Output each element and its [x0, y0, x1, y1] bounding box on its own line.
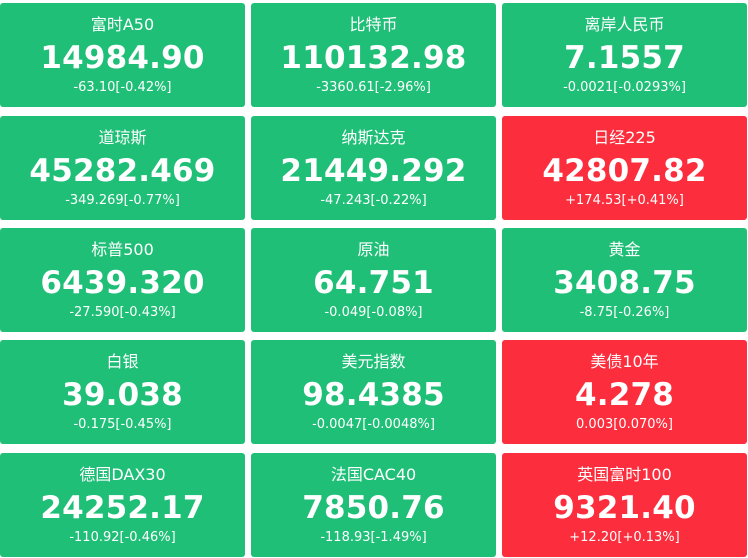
quote-tile-offshore-cny[interactable]: 离岸人民币 7.1557 -0.0021[-0.0293%] [502, 3, 747, 107]
quote-change: -118.93[-1.49%] [320, 530, 427, 545]
quote-price: 21449.292 [280, 153, 467, 189]
quote-change: 0.003[0.070%] [576, 417, 673, 432]
quote-name: 纳斯达克 [341, 128, 406, 147]
quote-tile-us-treasury-10y[interactable]: 美债10年 4.278 0.003[0.070%] [502, 340, 747, 444]
quote-price: 110132.98 [280, 40, 467, 76]
quote-name: 离岸人民币 [584, 15, 665, 34]
quote-change: -27.590[-0.43%] [69, 305, 176, 320]
quote-price: 6439.320 [40, 265, 205, 301]
quote-change: -3360.61[-2.96%] [316, 80, 431, 95]
quote-name: 法国CAC40 [330, 465, 417, 484]
quote-price: 7850.76 [302, 490, 445, 526]
quote-price: 64.751 [313, 265, 434, 301]
quote-name: 美债10年 [590, 352, 659, 371]
quote-price: 3408.75 [553, 265, 696, 301]
quote-change: -63.10[-0.42%] [73, 80, 172, 95]
quote-name: 白银 [106, 352, 139, 371]
quote-name: 原油 [357, 240, 390, 259]
quote-tile-crude-oil[interactable]: 原油 64.751 -0.049[-0.08%] [251, 228, 496, 332]
quote-tile-dax30[interactable]: 德国DAX30 24252.17 -110.92[-0.46%] [0, 453, 245, 557]
quote-tile-silver[interactable]: 白银 39.038 -0.175[-0.45%] [0, 340, 245, 444]
quote-tile-nikkei-225[interactable]: 日经225 42807.82 +174.53[+0.41%] [502, 116, 747, 220]
quote-tile-dow-jones[interactable]: 道琼斯 45282.469 -349.269[-0.77%] [0, 116, 245, 220]
quote-change: -110.92[-0.46%] [69, 530, 176, 545]
quote-tile-gold[interactable]: 黄金 3408.75 -8.75[-0.26%] [502, 228, 747, 332]
quote-name: 黄金 [608, 240, 641, 259]
quote-price: 42807.82 [542, 153, 707, 189]
quote-price: 24252.17 [40, 490, 205, 526]
quote-change: -0.049[-0.08%] [324, 305, 423, 320]
quote-name: 日经225 [593, 128, 656, 147]
quote-name: 比特币 [349, 15, 398, 34]
quote-change: -0.175[-0.45%] [73, 417, 172, 432]
quote-price: 39.038 [62, 377, 183, 413]
quote-price: 4.278 [574, 377, 675, 413]
quote-tile-nasdaq[interactable]: 纳斯达克 21449.292 -47.243[-0.22%] [251, 116, 496, 220]
quote-tile-bitcoin[interactable]: 比特币 110132.98 -3360.61[-2.96%] [251, 3, 496, 107]
quote-price: 7.1557 [564, 40, 685, 76]
quote-name: 富时A50 [90, 15, 155, 34]
quote-tile-cac40[interactable]: 法国CAC40 7850.76 -118.93[-1.49%] [251, 453, 496, 557]
quote-change: -47.243[-0.22%] [320, 193, 427, 208]
quote-change: +174.53[+0.41%] [565, 193, 684, 208]
quote-change: -0.0047[-0.0048%] [312, 417, 435, 432]
quote-tile-ftse-china-a50[interactable]: 富时A50 14984.90 -63.10[-0.42%] [0, 3, 245, 107]
quote-name: 美元指数 [341, 352, 406, 371]
quote-name: 德国DAX30 [79, 465, 166, 484]
quote-tile-ftse-100[interactable]: 英国富时100 9321.40 +12.20[+0.13%] [502, 453, 747, 557]
quote-change: +12.20[+0.13%] [569, 530, 680, 545]
quote-change: -0.0021[-0.0293%] [563, 80, 686, 95]
quote-change: -349.269[-0.77%] [65, 193, 180, 208]
quote-price: 98.4385 [302, 377, 445, 413]
quote-price: 9321.40 [553, 490, 696, 526]
quote-price: 45282.469 [29, 153, 216, 189]
quote-name: 标普500 [91, 240, 154, 259]
quote-tile-dollar-index[interactable]: 美元指数 98.4385 -0.0047[-0.0048%] [251, 340, 496, 444]
quote-name: 道琼斯 [98, 128, 147, 147]
quote-change: -8.75[-0.26%] [579, 305, 670, 320]
quote-tile-sp500[interactable]: 标普500 6439.320 -27.590[-0.43%] [0, 228, 245, 332]
quote-price: 14984.90 [40, 40, 205, 76]
quote-name: 英国富时100 [577, 465, 672, 484]
